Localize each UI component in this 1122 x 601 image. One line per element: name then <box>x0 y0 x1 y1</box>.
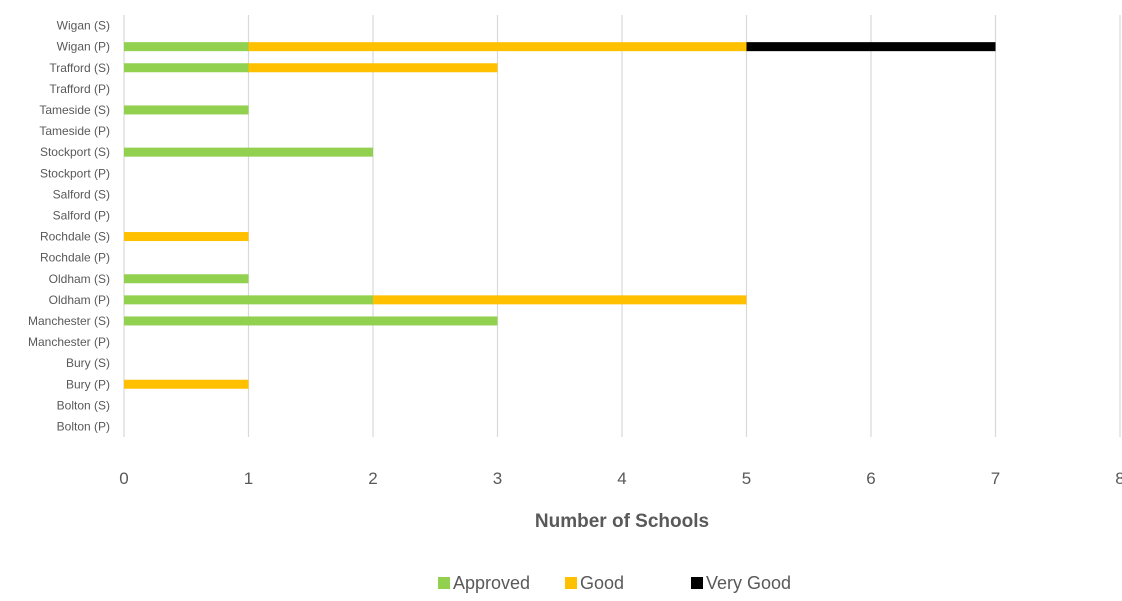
bar-layer <box>124 42 996 389</box>
category-label: Bolton (P) <box>57 419 110 433</box>
bar-segment <box>248 63 498 73</box>
x-tick-label: 5 <box>742 469 751 488</box>
category-label: Oldham (P) <box>49 293 110 307</box>
category-label: Bury (S) <box>66 356 110 370</box>
category-label: Oldham (S) <box>49 272 110 286</box>
x-tick-label: 6 <box>866 469 875 488</box>
bar-segment <box>124 63 249 73</box>
category-label: Trafford (S) <box>49 61 110 75</box>
x-tick-label: 2 <box>368 469 377 488</box>
legend: Approved Good Very Good <box>438 573 791 593</box>
category-label: Manchester (S) <box>28 314 110 328</box>
category-label: Rochdale (P) <box>40 251 110 265</box>
bar-segment <box>124 379 249 389</box>
legend-label: Good <box>580 573 624 593</box>
bar-segment <box>124 316 498 326</box>
bar-segment <box>124 232 249 242</box>
category-label-layer: Bolton (P) Bolton (S) Bury (P) Bury (S) Manc… <box>28 19 110 434</box>
bar-segment <box>248 42 747 52</box>
bar-segment <box>124 295 373 305</box>
x-tick-label: 4 <box>617 469 626 488</box>
category-label: Manchester (P) <box>28 335 110 349</box>
category-label: Salford (P) <box>53 208 110 222</box>
x-axis-title: Number of Schools <box>535 511 709 532</box>
bar-segment <box>746 42 996 52</box>
category-label: Tameside (P) <box>39 124 110 138</box>
category-label: Salford (S) <box>53 187 110 201</box>
x-tick-label-layer: 0 1 2 3 4 5 6 7 8 <box>119 469 1122 488</box>
category-label: Tameside (S) <box>39 103 110 117</box>
category-label: Stockport (P) <box>40 166 110 180</box>
x-tick-label: 1 <box>244 469 253 488</box>
legend-label: Approved <box>453 573 530 593</box>
category-label: Rochdale (S) <box>40 230 110 244</box>
x-tick-label: 3 <box>493 469 502 488</box>
x-tick-label: 7 <box>991 469 1000 488</box>
x-tick-label: 0 <box>119 469 128 488</box>
x-tick-label: 8 <box>1115 469 1122 488</box>
bar-segment <box>124 147 373 157</box>
category-label: Wigan (S) <box>57 19 110 33</box>
category-label: Wigan (P) <box>57 40 110 54</box>
category-label: Bolton (S) <box>57 398 110 412</box>
category-label: Bury (P) <box>66 377 110 391</box>
legend-swatch <box>438 577 450 589</box>
legend-label: Very Good <box>706 573 791 593</box>
category-label: Stockport (S) <box>40 145 110 159</box>
legend-swatch <box>565 577 577 589</box>
bar-segment <box>124 274 249 284</box>
legend-swatch <box>691 577 703 589</box>
category-label: Trafford (P) <box>49 82 110 96</box>
bar-segment <box>124 42 249 52</box>
grid-layer <box>123 15 1121 437</box>
bar-segment <box>124 105 249 115</box>
bar-segment <box>373 295 747 305</box>
